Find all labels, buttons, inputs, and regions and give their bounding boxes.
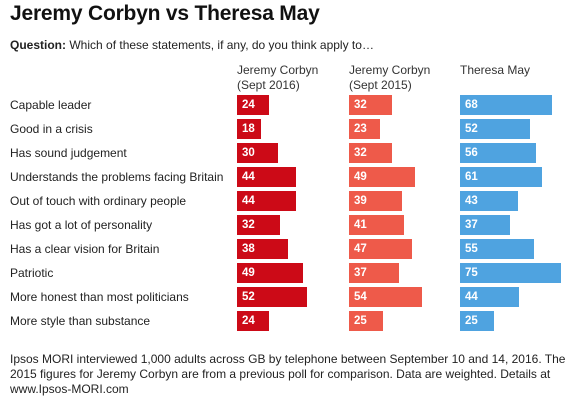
bar-value-label: 49 <box>354 171 367 183</box>
bar-value-label: 18 <box>242 123 255 135</box>
bar: 44 <box>237 167 296 187</box>
chart-title: Jeremy Corbyn vs Theresa May <box>10 2 320 25</box>
bar: 54 <box>349 287 422 307</box>
bar: 32 <box>349 95 392 115</box>
bar-value-label: 32 <box>354 99 367 111</box>
bar: 23 <box>349 119 380 139</box>
bar-value-label: 32 <box>242 219 255 231</box>
bar-value-label: 54 <box>354 291 367 303</box>
bar: 37 <box>460 215 510 235</box>
bar: 24 <box>237 95 269 115</box>
series-header-line: Theresa May <box>460 63 531 77</box>
bar-value-label: 38 <box>242 243 255 255</box>
category-label: Has got a lot of personality <box>10 218 153 232</box>
category-label: Capable leader <box>10 98 92 112</box>
source-note: Ipsos MORI interviewed 1,000 adults acro… <box>10 352 566 396</box>
bar: 41 <box>349 215 404 235</box>
question-text: Which of these statements, if any, do yo… <box>69 38 374 52</box>
bar: 37 <box>349 263 399 283</box>
bar: 49 <box>349 167 415 187</box>
category-label: Out of touch with ordinary people <box>10 194 187 208</box>
bar-value-label: 44 <box>465 291 478 303</box>
bar-value-label: 56 <box>465 147 478 159</box>
series-header-3: Theresa May <box>460 63 530 78</box>
bar-value-label: 49 <box>242 267 255 279</box>
bar-value-label: 32 <box>354 147 367 159</box>
bar: 75 <box>460 263 561 283</box>
bar-value-label: 75 <box>465 267 478 279</box>
series-header-1: Jeremy Corbyn (Sept 2016) <box>237 63 318 93</box>
bar: 25 <box>349 311 383 331</box>
category-label: More style than substance <box>10 314 151 328</box>
bar-value-label: 68 <box>465 99 478 111</box>
category-label: Has sound judgement <box>10 146 127 160</box>
question-label: Question: <box>10 38 66 52</box>
bar: 56 <box>460 143 536 163</box>
bar-value-label: 37 <box>354 267 367 279</box>
bar: 47 <box>349 239 412 259</box>
bar: 39 <box>349 191 402 211</box>
bar: 44 <box>460 287 519 307</box>
bar-value-label: 25 <box>465 315 478 327</box>
bar: 38 <box>237 239 288 259</box>
bar-value-label: 24 <box>242 315 255 327</box>
question-line: Question: Which of these statements, if … <box>10 38 374 52</box>
series-header-line: Jeremy Corbyn <box>237 63 319 77</box>
series-header-line: Jeremy Corbyn <box>349 63 431 77</box>
bar: 55 <box>460 239 534 259</box>
bar-value-label: 52 <box>465 123 478 135</box>
category-label: Good in a crisis <box>10 122 93 136</box>
bar-value-label: 25 <box>354 315 367 327</box>
bar-value-label: 24 <box>242 99 255 111</box>
series-header-2: Jeremy Corbyn (Sept 2015) <box>349 63 430 93</box>
bar-value-label: 37 <box>465 219 478 231</box>
bar: 52 <box>460 119 530 139</box>
bar-value-label: 41 <box>354 219 367 231</box>
bar-value-label: 44 <box>242 171 255 183</box>
bar: 30 <box>237 143 278 163</box>
bar-value-label: 47 <box>354 243 367 255</box>
category-label: Understands the problems facing Britain <box>10 170 224 184</box>
bar-value-label: 39 <box>354 195 367 207</box>
bar: 43 <box>460 191 518 211</box>
bar: 32 <box>237 215 280 235</box>
bar: 24 <box>237 311 269 331</box>
series-header-line: (Sept 2015) <box>349 78 412 92</box>
bar: 68 <box>460 95 552 115</box>
category-label: Has a clear vision for Britain <box>10 242 160 256</box>
category-label: More honest than most politicians <box>10 290 189 304</box>
bar: 18 <box>237 119 261 139</box>
bar-value-label: 23 <box>354 123 367 135</box>
bar: 25 <box>460 311 494 331</box>
bar: 52 <box>237 287 307 307</box>
bar-value-label: 43 <box>465 195 478 207</box>
bar: 32 <box>349 143 392 163</box>
bar: 61 <box>460 167 542 187</box>
bar: 49 <box>237 263 303 283</box>
bar-value-label: 44 <box>242 195 255 207</box>
bar-value-label: 52 <box>242 291 255 303</box>
bar-value-label: 55 <box>465 243 478 255</box>
category-label: Patriotic <box>10 266 54 280</box>
bar-value-label: 61 <box>465 171 478 183</box>
series-header-line: (Sept 2016) <box>237 78 300 92</box>
bar: 44 <box>237 191 296 211</box>
bar-value-label: 30 <box>242 147 255 159</box>
